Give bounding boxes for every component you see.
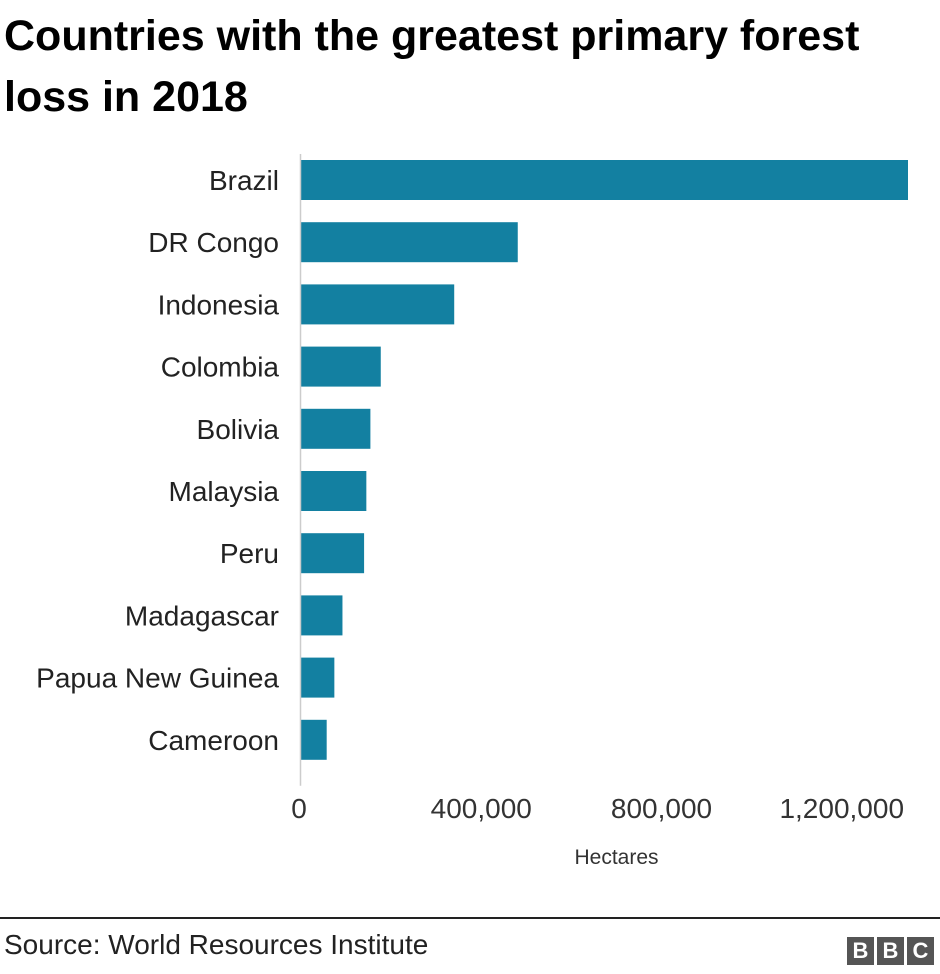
- category-label: Malaysia: [169, 476, 280, 507]
- category-label: Bolivia: [197, 414, 280, 445]
- x-axis-label: Hectares: [574, 846, 658, 869]
- category-labels: Brazil DR Congo Indonesia Colombia Bolivia Ma…: [36, 165, 279, 756]
- bbc-logo-letter: C: [907, 937, 934, 965]
- footer-divider: [0, 917, 940, 919]
- bar: [301, 222, 518, 263]
- x-tick-label: 800,000: [611, 793, 712, 824]
- category-label: Indonesia: [158, 289, 280, 320]
- category-label: Madagascar: [125, 600, 279, 631]
- category-label: DR Congo: [148, 227, 279, 258]
- bbc-logo-letter: B: [877, 937, 904, 965]
- category-label: Peru: [220, 538, 279, 569]
- bar: [301, 719, 327, 760]
- bar: [301, 408, 371, 449]
- x-tick-label: 1,200,000: [779, 793, 904, 824]
- bar: [301, 657, 335, 698]
- chart-title: Countries with the greatest primary fore…: [4, 12, 860, 121]
- bars: [301, 160, 908, 760]
- category-label: Papua New Guinea: [36, 663, 279, 694]
- bar-chart: Brazil DR Congo Indonesia Colombia Bolivia Ma…: [36, 154, 908, 869]
- x-tick-labels: 0 400,000 800,000 1,200,000: [291, 793, 904, 824]
- bar: [301, 471, 367, 511]
- source-note: Source: World Resources Institute: [4, 929, 429, 960]
- bar: [301, 533, 365, 574]
- bbc-logo: B B C: [847, 937, 934, 965]
- bar: [301, 284, 455, 325]
- x-tick-label: 400,000: [431, 793, 532, 824]
- x-tick-label: 0: [291, 793, 307, 824]
- bar: [301, 595, 343, 636]
- category-label: Colombia: [161, 352, 280, 383]
- bar: [301, 160, 908, 200]
- category-label: Brazil: [209, 165, 279, 196]
- bar: [301, 346, 381, 387]
- category-label: Cameroon: [148, 725, 279, 756]
- bbc-logo-letter: B: [847, 937, 874, 965]
